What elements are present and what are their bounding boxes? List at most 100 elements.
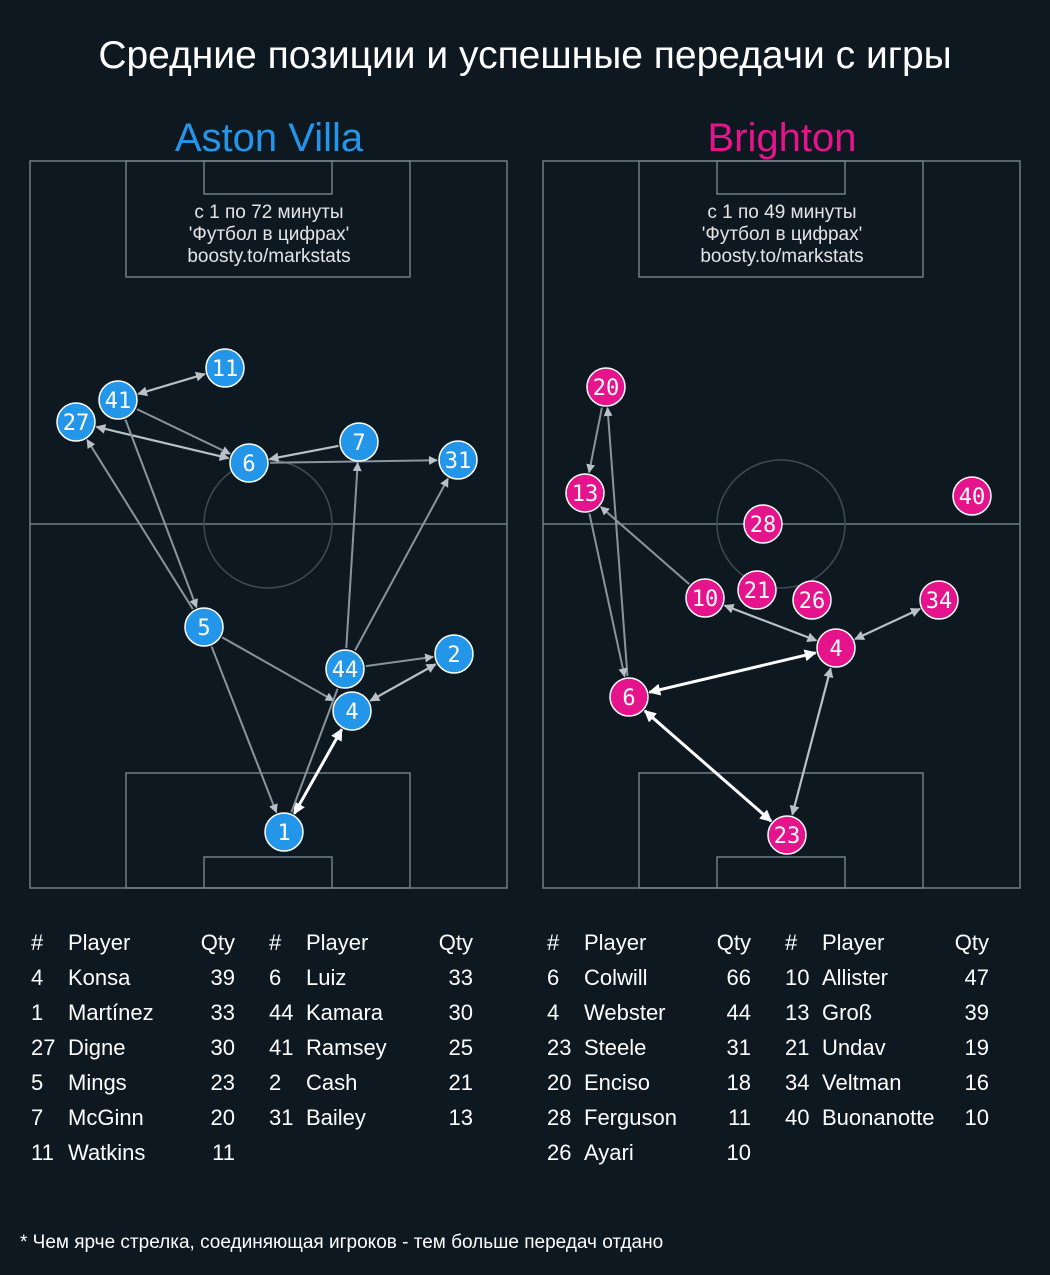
player-node-40: 40 (952, 476, 992, 516)
pass-arrow-7-6 (268, 444, 339, 463)
row-qty: 30 (210, 1035, 235, 1060)
player-marker (609, 677, 649, 717)
pass-arrow-44-7 (345, 462, 362, 649)
row-player: Bailey (306, 1105, 366, 1130)
row-num: 13 (785, 1000, 810, 1025)
player-number-label: 28 (750, 513, 777, 538)
row-player: Watkins (68, 1140, 146, 1165)
table-brighton-right: # Player Qty 10 Allister 47 13 Groß 39 21 Und… (785, 930, 1005, 1140)
player-marker (184, 607, 224, 647)
pass-arrow-41-5 (124, 419, 198, 609)
player-number-label: 13 (572, 482, 599, 507)
row-num: 11 (31, 1140, 54, 1165)
row-qty: 66 (726, 965, 751, 990)
player-number-label: 4 (345, 700, 358, 725)
row-num: 21 (785, 1035, 810, 1060)
player-marker (229, 443, 269, 483)
player-marker (325, 649, 365, 689)
info-source: 'Футбол в цифрах' (701, 224, 863, 245)
pass-arrows-brighton (586, 407, 921, 823)
row-num: 34 (785, 1070, 810, 1095)
player-node-6: 6 (609, 677, 649, 717)
table-row: 10 Allister 47 (785, 965, 1005, 1000)
player-marker (438, 440, 478, 480)
row-qty: 11 (212, 1140, 235, 1165)
pass-arrow-5-27 (86, 439, 194, 610)
row-qty: 30 (448, 1000, 473, 1025)
row-num: 27 (31, 1035, 56, 1060)
pass-arrow-13-6 (588, 513, 628, 678)
row-num: 6 (547, 965, 560, 990)
info-brighton: с 1 по 49 минуты 'Футбол в цифрах' boost… (543, 202, 1021, 268)
player-number-label: 10 (692, 587, 719, 612)
row-qty: 16 (964, 1070, 989, 1095)
player-marker (952, 476, 992, 516)
row-qty: 44 (726, 1000, 751, 1025)
row-qty: 33 (448, 965, 473, 990)
row-num: 20 (547, 1070, 572, 1095)
row-num: 31 (269, 1105, 294, 1130)
pitch-markings (29, 160, 508, 889)
row-num: 7 (31, 1105, 44, 1130)
header-num: # (785, 930, 798, 955)
team-b-name: Brighton (707, 116, 857, 160)
row-qty: 23 (210, 1070, 235, 1095)
pitch-brighton: 6 4 23 20 28 26 10 13 21 34 40 (542, 160, 1021, 889)
pass-arrow-20-13 (586, 407, 603, 474)
player-node-21: 21 (737, 570, 777, 610)
row-player: Colwill (584, 965, 648, 990)
pitch-markings (542, 160, 1021, 889)
player-number-label: 23 (774, 824, 801, 849)
table-row: 4 Konsa 39 (31, 965, 251, 1000)
row-player: Ferguson (584, 1105, 677, 1130)
player-number-label: 34 (926, 589, 953, 614)
player-marker (743, 504, 783, 544)
table-row: 6 Luiz 33 (269, 965, 489, 1000)
pass-arrow-4-2 (369, 663, 437, 702)
row-qty: 10 (726, 1140, 751, 1165)
row-num: 6 (269, 965, 282, 990)
top-goal-box (203, 160, 333, 195)
info-period: с 1 по 49 минуты (707, 202, 857, 223)
row-num: 5 (31, 1070, 44, 1095)
row-qty: 18 (726, 1070, 751, 1095)
team-a-name: Aston Villa (174, 116, 364, 160)
table-row: 7 McGinn 20 (31, 1105, 251, 1140)
pass-arrow-4-1 (292, 728, 344, 815)
row-player: Undav (822, 1035, 886, 1060)
row-qty: 19 (964, 1035, 989, 1060)
pass-arrow-41-11 (137, 371, 206, 397)
table-row: 5 Mings 23 (31, 1070, 251, 1105)
pass-arrow-6-20 (603, 407, 629, 677)
row-qty: 13 (448, 1105, 473, 1130)
player-marker (737, 570, 777, 610)
row-player: Enciso (584, 1070, 651, 1095)
player-number-label: 2 (447, 643, 460, 668)
row-qty: 33 (210, 1000, 235, 1025)
header-player: Player (306, 930, 369, 955)
table-aston-villa-right: # Player Qty 6 Luiz 33 44 Kamara 30 41 Ramsey… (269, 930, 489, 1140)
player-marker (685, 578, 725, 618)
player-node-5: 5 (184, 607, 224, 647)
player-node-6: 6 (229, 443, 269, 483)
row-player: Groß (822, 1000, 873, 1025)
table-row: 26 Ayari 10 (547, 1140, 767, 1175)
player-marker (339, 422, 379, 462)
pass-arrow-6-31 (269, 455, 438, 465)
player-node-26: 26 (792, 580, 832, 620)
table-row: 1 Martínez 33 (31, 1000, 251, 1035)
table-row: 21 Undav 19 (785, 1035, 1005, 1070)
player-marker (816, 628, 856, 668)
footnote: * Чем ярче стрелка, соединяющая игроков … (20, 1232, 664, 1253)
row-player: Allister (822, 965, 889, 990)
row-num: 44 (269, 1000, 294, 1025)
player-number-label: 4 (829, 637, 842, 662)
player-node-44: 44 (325, 649, 365, 689)
info-link: boosty.to/markstats (187, 246, 351, 267)
player-number-label: 44 (332, 658, 359, 683)
table-row: 11 Watkins 11 (31, 1140, 251, 1175)
player-nodes-brighton: 6 4 23 20 28 26 10 13 21 34 40 (565, 367, 992, 855)
player-marker (767, 815, 807, 855)
row-player: Buonanotte (822, 1105, 935, 1130)
row-player: Kamara (306, 1000, 384, 1025)
